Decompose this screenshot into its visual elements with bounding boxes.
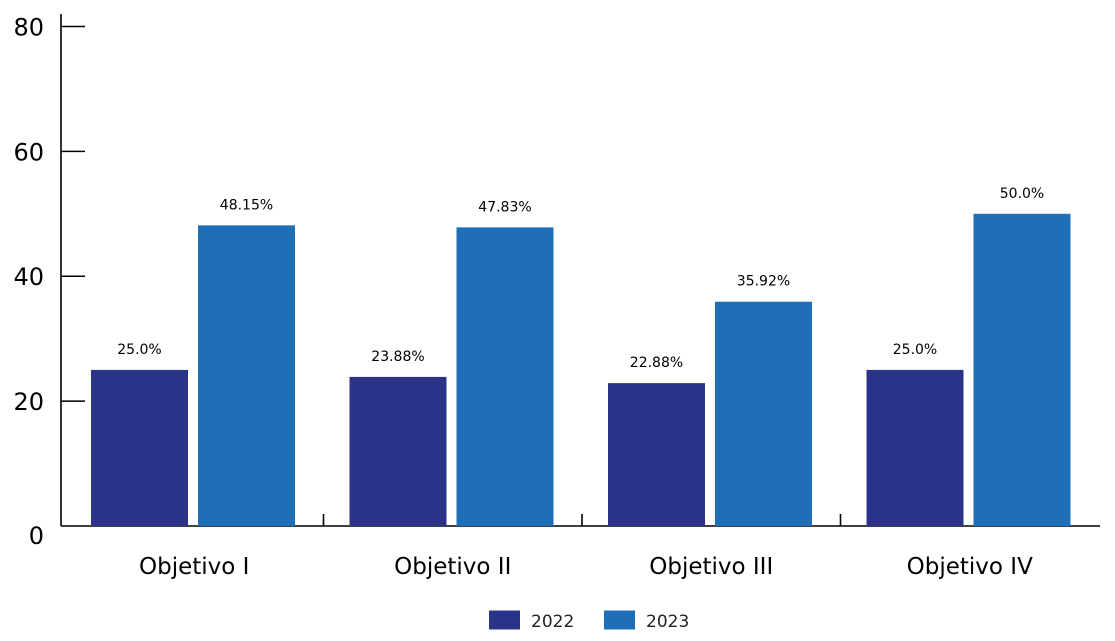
bar-value-label: 25.0% (117, 342, 161, 358)
legend-swatch-2022 (489, 610, 520, 630)
legend-label: 2023 (646, 612, 689, 632)
legend: 2022 2023 (489, 610, 689, 632)
bar-2022 (866, 369, 964, 526)
x-category-label: Objetivo IV (907, 554, 1033, 580)
y-tick-label: 20 (13, 388, 44, 416)
legend-label: 2022 (531, 612, 574, 632)
bar-2023 (456, 227, 554, 527)
bar-2022 (91, 369, 188, 526)
bar-2023 (715, 301, 812, 526)
y-tick-label: 0 (29, 522, 44, 550)
x-category-label: Objetivo I (139, 554, 249, 580)
y-tick-label: 40 (13, 263, 44, 291)
legend-swatch-2023 (604, 610, 635, 630)
bar-value-label: 50.0% (1000, 186, 1044, 202)
bar-value-label: 23.88% (371, 349, 424, 365)
bar-2023 (973, 213, 1071, 526)
y-axis: 0 20 40 60 80 (13, 13, 85, 550)
x-category-label: Objetivo II (394, 554, 511, 580)
bar-value-label: 22.88% (630, 355, 683, 371)
data-labels: 25.0% 48.15% 23.88% 47.83% 22.88% 35.92% 25.0%… (117, 186, 1044, 371)
bar-value-label: 35.92% (737, 274, 790, 290)
bar-2022 (608, 383, 705, 526)
bars (91, 213, 1071, 527)
bar-value-label: 25.0% (893, 342, 937, 358)
bar-2022 (349, 376, 447, 526)
bar-value-label: 47.83% (478, 199, 531, 215)
bar-value-label: 48.15% (220, 197, 273, 213)
y-tick-label: 60 (13, 138, 44, 166)
bar-2023 (198, 225, 295, 527)
y-tick-label: 80 (13, 13, 44, 41)
x-category-label: Objetivo III (649, 554, 773, 580)
